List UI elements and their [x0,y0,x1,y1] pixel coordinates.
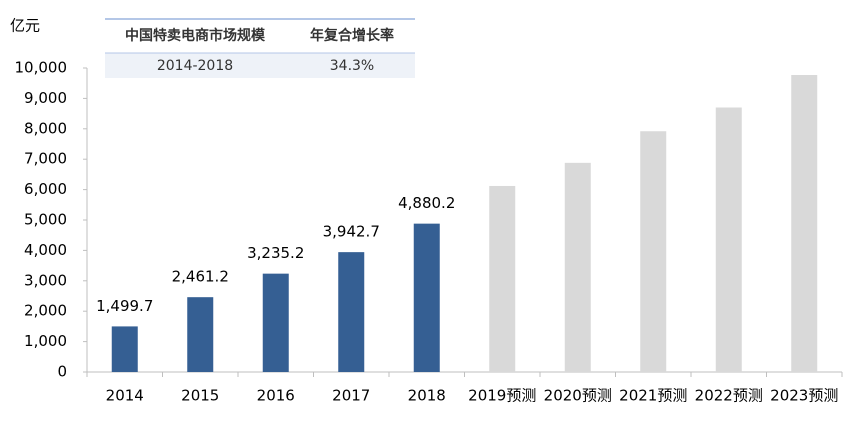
bar [715,107,742,373]
bar [111,326,138,372]
bar [791,74,818,372]
y-tick-label: 7,000 [24,150,67,168]
table-cell: 34.3% [330,58,374,74]
y-tick-label: 0 [57,363,67,381]
y-tick-label: 3,000 [24,271,67,289]
bar [262,273,289,372]
x-tick-label: 2018 [408,387,446,405]
table-header: 中国特卖电商市场规模 [125,27,266,44]
y-tick-label: 2,000 [24,302,67,320]
table-header: 年复合增长率 [310,27,394,44]
data-label: 2,461.2 [172,268,229,286]
bar [187,297,214,372]
data-label: 3,235.2 [247,244,304,262]
y-tick-label: 5,000 [24,211,67,229]
data-label: 3,942.7 [323,223,380,241]
x-tick-label: 2014 [106,387,144,405]
data-label: 1,499.7 [96,297,153,315]
x-tick-label: 2020预测 [544,387,612,405]
table-row-bg [105,53,415,78]
x-tick-label: 2022预测 [695,387,763,405]
y-tick-label: 4,000 [24,241,67,259]
bar [564,162,591,372]
y-tick-label: 8,000 [24,119,67,137]
x-tick-label: 2017 [332,387,370,405]
bar [338,252,365,372]
x-tick-label: 2019预测 [468,387,536,405]
x-tick-label: 2016 [257,387,295,405]
y-axis-label: 亿元 [10,17,40,35]
x-tick-label: 2021预测 [619,387,687,405]
table-cell: 2014-2018 [157,58,233,74]
bar [413,223,440,372]
bar [489,185,516,372]
x-tick-label: 2023预测 [770,387,838,405]
bar [640,131,667,372]
y-tick-label: 1,000 [24,332,67,350]
x-tick-label: 2015 [181,387,219,405]
y-tick-label: 10,000 [15,59,68,77]
y-tick-label: 9,000 [24,89,67,107]
data-label: 4,880.2 [398,194,455,212]
y-tick-label: 6,000 [24,180,67,198]
